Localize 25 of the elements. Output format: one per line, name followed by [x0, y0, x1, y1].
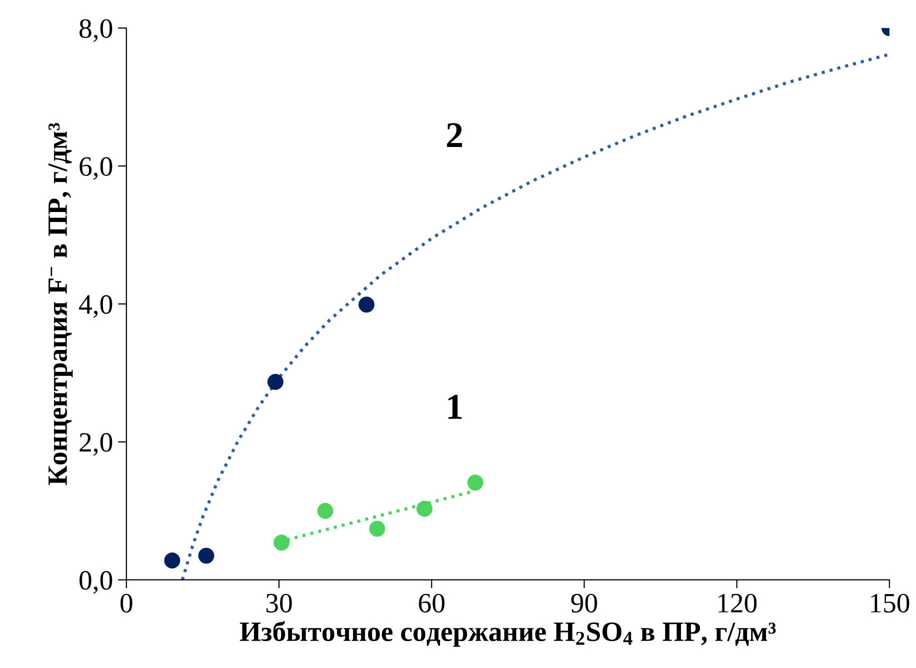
- point: [164, 552, 180, 568]
- series-label: 2: [447, 123, 462, 148]
- y-tick-label: 8,0: [80, 19, 112, 42]
- point: [369, 520, 386, 537]
- point: [317, 502, 334, 519]
- point: [274, 534, 290, 551]
- text: 1: [448, 394, 462, 419]
- y-tick-label: 6,0: [80, 157, 112, 180]
- x-tick-label: 150: [871, 594, 910, 613]
- point: [467, 474, 484, 491]
- line-series: [180, 52, 890, 580]
- point: [198, 548, 214, 564]
- x-tick-label: 90: [571, 594, 598, 613]
- point: [267, 374, 284, 390]
- point: [416, 500, 432, 517]
- point: [358, 296, 374, 313]
- x-tick-label: 60: [418, 594, 444, 613]
- x-tick-label: 120: [718, 594, 757, 613]
- y-tick-label: 0,0: [80, 570, 112, 594]
- x-axis-title: Избыточное содержание H$_{2}$SO$_{4}$ в ПР, г/дм³: [240, 620, 776, 647]
- x-tick-label: 0: [120, 594, 132, 613]
- y-tick-label: 4,0: [79, 295, 112, 318]
- x-tick-label: 30: [266, 594, 292, 613]
- y-axis-title: Концентрация F$^{−}$ в ПР, г/дм³: [48, 122, 73, 486]
- y-tick-label: 2,0: [80, 433, 112, 456]
